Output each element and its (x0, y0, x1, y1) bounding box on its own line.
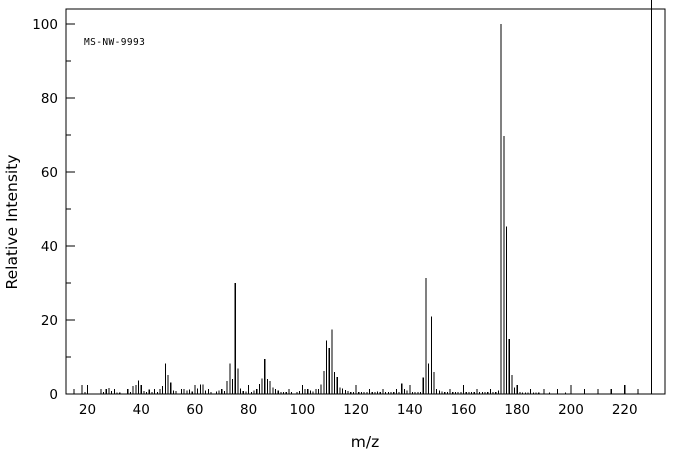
spectrum-id-annotation: MS-NW-9993 (84, 37, 145, 48)
x-tick-label: 200 (558, 402, 584, 418)
y-axis-ticks (66, 23, 75, 395)
x-tick-label: 60 (186, 402, 203, 418)
x-tick-label: 120 (343, 402, 369, 418)
y-axis-title: Relative Intensity (3, 155, 21, 290)
x-tick-label: 80 (240, 402, 257, 418)
spectrum-peaks (73, 0, 653, 394)
x-tick-label: 40 (133, 402, 150, 418)
y-tick-label: 0 (49, 387, 58, 403)
x-axis-title: m/z (351, 433, 379, 451)
y-tick-label: 60 (41, 165, 58, 181)
x-tick-label: 140 (397, 402, 423, 418)
x-tick-label: 100 (289, 402, 315, 418)
y-tick-label: 80 (41, 91, 58, 107)
x-tick-label: 180 (504, 402, 530, 418)
x-axis-tick-labels: 20 40 60 80 100 120 140 160 180 200 220 (79, 402, 638, 418)
y-axis-tick-labels: 0 20 40 60 80 100 (32, 17, 58, 403)
y-tick-label: 20 (41, 313, 58, 329)
plot-frame (65, 8, 666, 395)
y-tick-label: 40 (41, 239, 58, 255)
x-tick-label: 20 (79, 402, 96, 418)
y-tick-label: 100 (32, 17, 58, 33)
x-tick-label: 220 (612, 402, 638, 418)
x-tick-label: 160 (451, 402, 477, 418)
